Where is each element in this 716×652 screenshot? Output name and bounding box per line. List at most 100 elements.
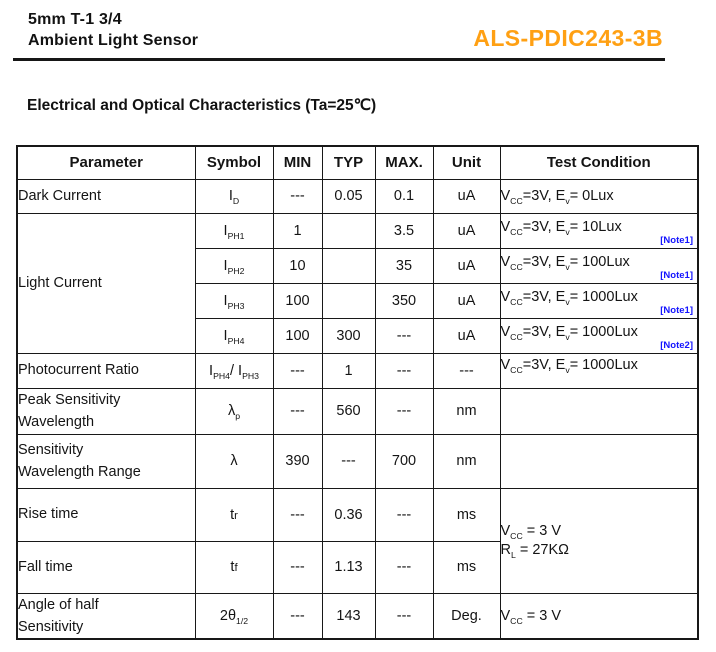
test-condition-cell: VCC=3V, Ev= 1000Lux [Note2] (499, 317, 699, 354)
test-condition-line2: RL = 27KΩ (500, 541, 570, 560)
max-cell: --- (374, 540, 434, 594)
typ-cell: 560 (321, 387, 376, 435)
symbol-cell: tf (194, 540, 274, 594)
min-cell: 100 (272, 317, 323, 354)
unit-cell: uA (432, 317, 501, 354)
column-header-parameter: Parameter (16, 145, 196, 180)
unit-cell: --- (432, 352, 501, 389)
min-cell: 10 (272, 247, 323, 284)
test-condition-text: VCC=3V, Ev= 100Lux (500, 253, 630, 272)
test-condition-text: VCC=3V, Ev= 10Lux (500, 218, 622, 237)
unit-cell: uA (432, 247, 501, 284)
max-cell: --- (374, 387, 434, 435)
table-row-rise-time: Rise time tr --- 0.36 --- ms VCC = 3 V R… (16, 487, 699, 594)
min-cell: --- (272, 178, 323, 214)
test-condition-cell: VCC=3V, Ev= 10Lux [Note1] (499, 212, 699, 249)
column-header-symbol: Symbol (194, 145, 274, 180)
table-row-dark-current: Dark Current ID --- 0.05 0.1 uA VCC=3V, … (16, 178, 699, 214)
test-condition-cell (499, 387, 699, 435)
column-header-test-condition: Test Condition (499, 145, 699, 180)
product-title-line2: Ambient Light Sensor (28, 32, 199, 49)
typ-cell (321, 212, 376, 249)
max-cell: 0.1 (374, 178, 434, 214)
min-cell: --- (272, 387, 323, 435)
table-header-row: Parameter Symbol MIN TYP MAX. Unit Test … (16, 145, 699, 180)
column-header-typ: TYP (321, 145, 376, 180)
table-row-sensitivity-wavelength-range: Sensitivity Wavelength Range λ 390 --- 7… (16, 433, 699, 489)
test-condition-cell: VCC=3V, Ev= 1000Lux [Note1] (499, 282, 699, 319)
typ-cell (321, 282, 376, 319)
parameter-cell: Fall time (16, 540, 196, 594)
product-title: 5mm T-1 3/4 Ambient Light Sensor (28, 9, 198, 51)
typ-cell: 143 (321, 592, 376, 640)
unit-cell: ms (432, 540, 501, 594)
unit-cell: uA (432, 178, 501, 214)
min-cell: 390 (272, 433, 323, 489)
unit-cell: ms (432, 487, 501, 542)
typ-cell: 1 (321, 352, 376, 389)
test-condition-cell: VCC = 3 V RL = 27KΩ (499, 487, 699, 594)
test-condition-cell: VCC=3V, Ev= 1000Lux (499, 352, 699, 389)
test-condition-cell: VCC=3V, Ev= 100Lux [Note1] (499, 247, 699, 284)
symbol-cell: IPH3 (194, 282, 274, 319)
symbol-cell: tr (194, 487, 274, 542)
product-title-line1: 5mm T-1 3/4 (28, 11, 122, 28)
max-cell: 700 (374, 433, 434, 489)
symbol-cell: λp (194, 387, 274, 435)
typ-cell: 1.13 (321, 540, 376, 594)
parameter-cell: Angle of half Sensitivity (16, 592, 196, 640)
table-row-photocurrent-ratio: Photocurrent Ratio IPH4/ IPH3 --- 1 --- … (16, 352, 699, 389)
typ-cell: --- (321, 433, 376, 489)
symbol-cell: λ (194, 433, 274, 489)
column-header-unit: Unit (432, 145, 501, 180)
unit-cell: Deg. (432, 592, 501, 640)
test-condition-text: VCC=3V, Ev= 1000Lux (500, 288, 638, 307)
min-cell: 100 (272, 282, 323, 319)
typ-cell: 0.05 (321, 178, 376, 214)
symbol-cell: IPH2 (194, 247, 274, 284)
column-header-min: MIN (272, 145, 323, 180)
unit-cell: nm (432, 433, 501, 489)
max-cell: 350 (374, 282, 434, 319)
unit-cell: uA (432, 212, 501, 249)
table-row-light-current-iph3: IPH3 100 350 uA VCC=3V, Ev= 1000Lux [Not… (17, 282, 699, 319)
symbol-cell: IPH4/ IPH3 (194, 352, 274, 389)
max-cell: --- (374, 352, 434, 389)
section-heading: Electrical and Optical Characteristics (… (27, 97, 377, 114)
parameter-cell: Sensitivity Wavelength Range (16, 433, 196, 489)
max-cell: --- (374, 487, 434, 542)
note-ref: [Note1] (660, 269, 693, 281)
min-cell: --- (272, 592, 323, 640)
min-cell: 1 (272, 212, 323, 249)
min-cell: --- (272, 540, 323, 594)
max-cell: 35 (374, 247, 434, 284)
note-ref: [Note1] (660, 304, 693, 316)
unit-cell: uA (432, 282, 501, 319)
test-condition-cell (499, 433, 699, 489)
symbol-cell: IPH1 (194, 212, 274, 249)
test-condition-line1: VCC = 3 V (500, 522, 562, 541)
test-condition-cell: VCC=3V, Ev= 0Lux (499, 178, 699, 214)
table-row-light-current-iph1: Light Current IPH1 1 3.5 uA VCC=3V, Ev= … (16, 212, 699, 354)
parameter-cell: Photocurrent Ratio (16, 352, 196, 389)
table-row-light-current-iph2: IPH2 10 35 uA VCC=3V, Ev= 100Lux [Note1] (17, 247, 699, 284)
symbol-cell: ID (194, 178, 274, 214)
min-cell: --- (272, 352, 323, 389)
table-row-peak-sensitivity-wavelength: Peak Sensitivity Wavelength λp --- 560 -… (16, 387, 699, 435)
header-divider (13, 58, 665, 61)
min-cell: --- (272, 487, 323, 542)
typ-cell (321, 247, 376, 284)
parameter-cell: Rise time (16, 487, 196, 542)
symbol-cell: IPH4 (194, 317, 274, 354)
table-row-angle-of-half-sensitivity: Angle of half Sensitivity 2θ1/2 --- 143 … (16, 592, 699, 640)
test-condition-cell: VCC = 3 V (499, 592, 699, 640)
test-condition-text: VCC=3V, Ev= 1000Lux (500, 323, 638, 342)
note-ref: [Note2] (660, 339, 693, 351)
max-cell: --- (374, 592, 434, 640)
max-cell: --- (374, 317, 434, 354)
parameter-cell: Dark Current (16, 178, 196, 214)
typ-cell: 0.36 (321, 487, 376, 542)
characteristics-table: Parameter Symbol MIN TYP MAX. Unit Test … (16, 145, 699, 641)
part-number: ALS-PDIC243-3B (473, 25, 663, 51)
